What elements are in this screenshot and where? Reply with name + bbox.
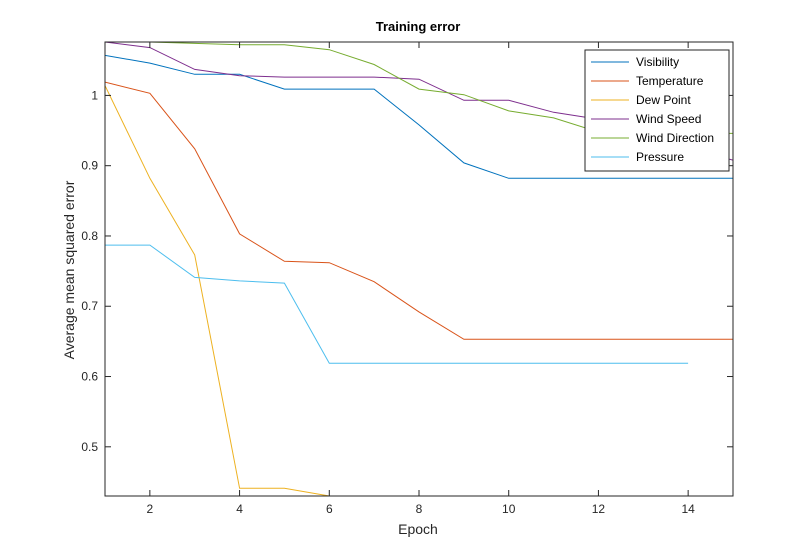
series-line-visibility xyxy=(105,54,733,179)
legend-label-temperature: Temperature xyxy=(636,74,704,88)
chart-title: Training error xyxy=(376,19,461,34)
y-tick-label: 0.7 xyxy=(81,299,98,313)
y-tick-label: 0.5 xyxy=(81,440,98,454)
legend-label-dew-point: Dew Point xyxy=(636,93,691,107)
series-line-temperature xyxy=(105,81,733,340)
legend-box xyxy=(584,49,730,172)
series-line-dew-point xyxy=(105,85,330,496)
x-tick-label: 6 xyxy=(326,502,333,516)
y-tick-label: 0.8 xyxy=(81,229,98,243)
x-tick-label: 2 xyxy=(147,502,154,516)
x-tick-label: 14 xyxy=(681,502,695,516)
legend-label-wind-speed: Wind Speed xyxy=(636,112,701,126)
legend-label-pressure: Pressure xyxy=(636,150,684,164)
x-tick-label: 4 xyxy=(236,502,243,516)
plot-lines xyxy=(105,42,733,496)
axis-ticks: 2 4 6 8 10 12 14 0.5 0.6 0.7 0.8 0.9 1 xyxy=(81,42,733,516)
series-line-pressure xyxy=(105,244,689,364)
x-axis-label: Epoch xyxy=(398,521,438,537)
x-tick-label: 8 xyxy=(416,502,423,516)
legend-label-visibility: Visibility xyxy=(636,55,679,69)
y-axis-label: Average mean squared error xyxy=(61,180,77,359)
x-tick-label: 10 xyxy=(502,502,516,516)
y-tick-label: 0.9 xyxy=(81,159,98,173)
y-tick-label: 0.6 xyxy=(81,370,98,384)
legend: Visibility Temperature Dew Point Wind Speed… xyxy=(584,49,730,172)
x-tick-label: 12 xyxy=(592,502,606,516)
legend-label-wind-direction: Wind Direction xyxy=(636,131,714,145)
y-tick-label: 1 xyxy=(91,88,98,102)
